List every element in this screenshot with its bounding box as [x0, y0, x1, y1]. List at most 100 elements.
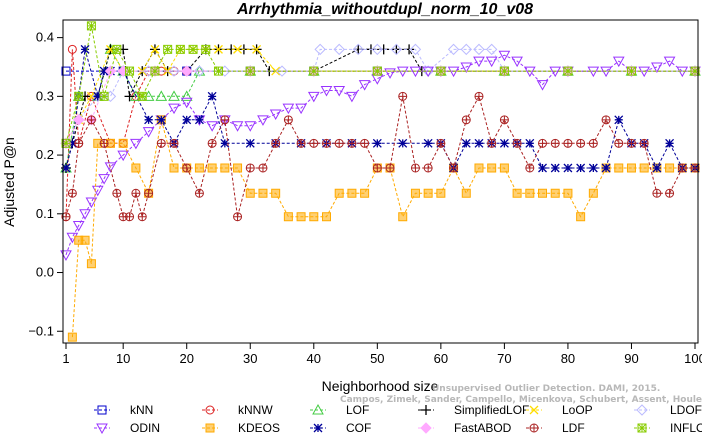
legend-marker-loop	[529, 405, 539, 415]
data-point-odin-12	[168, 103, 180, 115]
legend-marker-lof	[312, 403, 324, 415]
data-point-kdeos-35	[487, 163, 497, 173]
x-tick-label: 90	[624, 351, 638, 366]
data-point-odin-31	[409, 66, 422, 78]
data-point-ldf-21	[283, 115, 293, 125]
data-point-odin-3	[79, 209, 91, 220]
legend-marker-odin	[96, 423, 108, 434]
data-point-kdeos-25	[360, 188, 370, 198]
data-point-ldof-22	[485, 43, 498, 56]
data-point-fastabod-4	[117, 65, 129, 77]
data-point-cof-13	[207, 91, 217, 101]
data-point-cof-4	[93, 91, 103, 101]
legend-label-cof: COF	[346, 421, 371, 434]
legend-label-simplifiedlof: SimplifiedLOF	[454, 403, 529, 417]
data-point-ldf-0	[61, 212, 71, 222]
data-point-odin-39	[511, 56, 523, 68]
data-point-ldf-7	[125, 212, 135, 222]
legend-item-loop: LoOP	[526, 403, 593, 417]
data-point-odin-42	[549, 66, 562, 78]
data-point-ldf-29	[385, 163, 395, 173]
data-point-kdeos-19	[283, 212, 293, 222]
data-point-ldf-30	[398, 91, 408, 101]
data-point-ldf-38	[499, 115, 509, 125]
data-point-ldf-42	[550, 138, 560, 148]
x-tick-label: 80	[561, 351, 575, 366]
data-point-fastabod-1	[72, 114, 85, 126]
data-point-inflo-14	[309, 66, 319, 76]
data-point-inflo-18	[563, 66, 573, 76]
data-point-cof-0	[61, 163, 71, 173]
data-point-ldf-52	[677, 163, 687, 173]
data-point-cof-41	[665, 138, 675, 148]
legend-marker-fastabod	[420, 422, 432, 434]
data-point-ldof-21	[473, 43, 485, 56]
data-point-odin-10	[142, 127, 155, 138]
data-point-cof-11	[182, 115, 192, 125]
data-point-ldf-37	[487, 138, 497, 148]
data-point-kdeos-20	[296, 212, 306, 222]
data-point-odin-27	[358, 80, 371, 91]
legend-item-inflo: INFLO	[634, 421, 702, 434]
data-point-cof-5	[99, 66, 109, 76]
data-point-kdeos-2	[80, 235, 90, 245]
legend-label-ldf: LDF	[562, 421, 585, 434]
y-tick-label: −0.1	[28, 323, 54, 338]
data-point-ldf-22	[296, 138, 306, 148]
legend-label-ldof: LDOF	[670, 403, 702, 417]
data-point-cof-20	[372, 138, 382, 148]
data-point-ldof-14	[352, 43, 364, 56]
data-point-inflo-7	[150, 66, 160, 76]
data-point-fastabod-6	[181, 65, 193, 77]
data-point-loop-11	[214, 44, 223, 54]
data-point-kdeos-30	[423, 188, 433, 198]
data-point-ldf-23	[309, 138, 319, 148]
watermark-line-1: Unsupervised Outlier Detection. DAMI, 20…	[432, 384, 660, 394]
data-point-odin-35	[460, 62, 473, 74]
x-tick-label: 50	[370, 351, 384, 366]
data-point-kdeos-0	[67, 332, 77, 342]
data-point-ldf-5	[112, 188, 122, 198]
legend-marker-cof	[313, 423, 323, 433]
plot-area	[60, 21, 701, 342]
data-point-odin-17	[231, 121, 244, 132]
legend-item-odin: ODIN	[94, 421, 160, 434]
data-point-ldf-27	[360, 138, 370, 148]
data-point-ldf-17	[233, 212, 243, 222]
x-tick-label: 20	[179, 351, 193, 366]
data-point-odin-9	[130, 138, 142, 150]
data-point-odin-40	[523, 66, 536, 78]
legend-item-cof: COF	[310, 421, 371, 434]
data-point-odin-36	[473, 56, 485, 68]
legend-item-kdeos: KDEOS	[202, 421, 280, 434]
legend-label-fastabod: FastABOD	[454, 421, 512, 434]
data-point-odin-8	[117, 150, 130, 162]
data-point-ldf-14	[194, 188, 204, 198]
data-point-odin-22	[295, 103, 307, 115]
data-point-knnw-1	[67, 44, 77, 54]
x-tick-label: 1	[62, 351, 69, 366]
data-point-kdeos-14	[220, 163, 230, 173]
data-point-ldf-1	[67, 188, 77, 198]
x-tick-label: 40	[307, 351, 321, 366]
y-tick-label: 0.1	[36, 206, 54, 221]
data-point-ldf-28	[372, 163, 382, 173]
data-point-cof-8	[144, 115, 154, 125]
data-point-simplifiedlof-6	[124, 91, 135, 102]
data-point-cof-21	[398, 138, 408, 148]
data-point-inflo-5	[125, 66, 135, 76]
x-tick-label: 10	[116, 351, 130, 366]
legend-marker-knnw	[205, 405, 215, 415]
x-tick-label: 30	[243, 351, 257, 366]
legend-label-knnw: kNNW	[238, 403, 273, 417]
data-point-ldf-45	[588, 138, 598, 148]
series-line-fastabod	[65, 70, 695, 144]
data-point-odin-6	[98, 174, 110, 185]
data-point-inflo-17	[499, 66, 509, 76]
data-point-inflo-0	[61, 138, 71, 148]
data-point-ldf-39	[512, 138, 522, 148]
legend-label-kdeos: KDEOS	[238, 421, 280, 434]
series-ldf	[61, 91, 700, 222]
data-point-kdeos-42	[576, 212, 586, 222]
